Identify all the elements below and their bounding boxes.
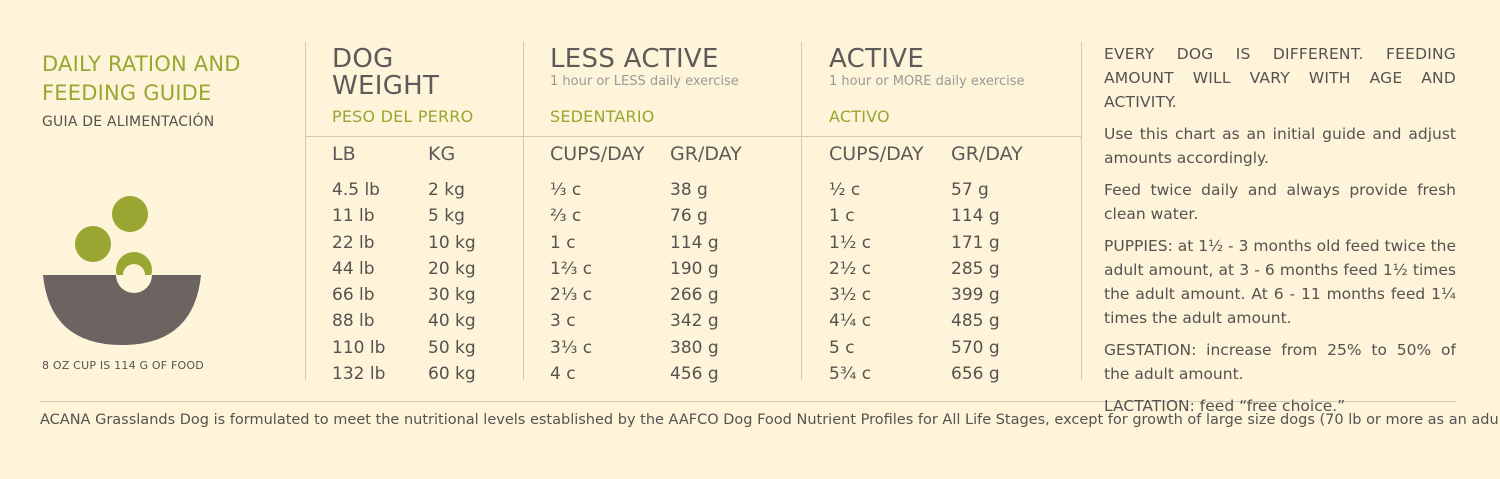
- lb-column: 4.5 lb 11 lb 22 lb 44 lb 66 lb 88 lb 110 lb 132…: [332, 177, 385, 387]
- kg-header: KG: [428, 143, 456, 165]
- divider-4: [1081, 42, 1082, 380]
- cell-less-cups-3: 1⅔ c: [550, 258, 593, 279]
- cell-active-cups-0: ½ c: [829, 180, 861, 200]
- cell-less-cups-7: 4 c: [550, 364, 576, 385]
- cell-lb-4: 66 lb: [332, 285, 375, 306]
- kg-column: 2 kg 5 kg 10 kg 20 kg 30 kg 40 kg 50 kg 60 kg: [428, 177, 476, 387]
- cell-less-gr-6: 380 g: [670, 337, 719, 358]
- cell-lb-5: 88 lb: [332, 311, 375, 332]
- note-lactation: LACTATION: feed “free choice.”: [1104, 397, 1346, 415]
- cell-active-cups-7: 5¾ c: [829, 364, 872, 385]
- weight-title-line1: DOG: [332, 44, 394, 74]
- cell-lb-1: 11 lb: [332, 206, 375, 227]
- cell-kg-1: 5 kg: [428, 206, 465, 227]
- active-cups-header: CUPS/DAY: [829, 143, 924, 165]
- note-every-dog: EVERY DOG IS DIFFERENT. FEEDING AMOUNT W…: [1104, 45, 1456, 111]
- cell-less-cups-4: 2⅓ c: [550, 285, 593, 306]
- cell-active-gr-0: 57 g: [951, 180, 989, 200]
- cell-less-gr-0: 38 g: [670, 180, 708, 200]
- less-cups-header: CUPS/DAY: [550, 143, 645, 165]
- note-initial-guide: Use this chart as an initial guide and a…: [1104, 125, 1456, 167]
- cell-kg-2: 10 kg: [428, 232, 476, 253]
- cell-kg-3: 20 kg: [428, 258, 476, 279]
- less-cups-column: ⅓ c ⅔ c 1 c 1⅔ c 2⅓ c 3 c 3⅓ c 4 c: [550, 177, 592, 387]
- guide-title-line2: FEEDING GUIDE: [42, 81, 212, 105]
- cell-less-cups-2: 1 c: [550, 232, 576, 253]
- cell-less-cups-6: 3⅓ c: [550, 337, 593, 358]
- header-rule: [305, 136, 1082, 137]
- guide-title-line1: DAILY RATION AND: [42, 52, 241, 76]
- note-gestation: GESTATION: increase from 25% to 50% of t…: [1104, 341, 1456, 383]
- cell-kg-0: 2 kg: [428, 180, 465, 200]
- less-active-spanish: SEDENTARIO: [550, 107, 655, 126]
- cell-active-gr-6: 570 g: [951, 337, 1000, 358]
- cup-note: 8 OZ CUP IS 114 G OF FOOD: [42, 359, 204, 372]
- cell-less-gr-5: 342 g: [670, 311, 719, 332]
- divider-3: [801, 42, 802, 380]
- cell-kg-5: 40 kg: [428, 311, 476, 332]
- cell-active-gr-3: 285 g: [951, 258, 1000, 279]
- active-subtitle: 1 hour or MORE daily exercise: [829, 74, 1025, 89]
- cell-lb-0: 4.5 lb: [332, 180, 380, 200]
- feeding-notes: EVERY DOG IS DIFFERENT. FEEDING AMOUNT W…: [1104, 42, 1456, 426]
- weight-spanish: PESO DEL PERRO: [332, 107, 474, 126]
- cell-active-cups-5: 4¼ c: [829, 311, 872, 332]
- cell-active-cups-3: 2½ c: [829, 258, 872, 279]
- cell-less-cups-5: 3 c: [550, 311, 576, 332]
- less-gr-column: 38 g 76 g 114 g 190 g 266 g 342 g 380 g 456 g: [670, 177, 719, 387]
- cell-lb-3: 44 lb: [332, 258, 375, 279]
- active-spanish: ACTIVO: [829, 107, 890, 126]
- less-gr-header: GR/DAY: [670, 143, 742, 165]
- cell-kg-4: 30 kg: [428, 285, 476, 306]
- cell-kg-6: 50 kg: [428, 337, 476, 358]
- divider-1: [305, 42, 306, 380]
- active-title: ACTIVE: [829, 44, 925, 74]
- guide-subtitle: GUIA DE ALIMENTACIÓN: [42, 114, 215, 130]
- cell-lb-6: 110 lb: [332, 337, 386, 358]
- guide-title: DAILY RATION AND FEEDING GUIDE: [42, 50, 282, 108]
- active-gr-header: GR/DAY: [951, 143, 1023, 165]
- note-puppies: PUPPIES: at 1½ - 3 months old feed twice…: [1104, 237, 1457, 327]
- active-cups-column: ½ c 1 c 1½ c 2½ c 3½ c 4¼ c 5 c 5¾ c: [829, 177, 871, 387]
- lb-header: LB: [332, 143, 356, 165]
- cell-less-gr-4: 266 g: [670, 285, 719, 306]
- cell-less-gr-3: 190 g: [670, 258, 719, 279]
- cell-active-cups-1: 1 c: [829, 206, 855, 227]
- weight-title: DOG WEIGHT: [332, 46, 439, 100]
- aafco-statement: ACANA Grasslands Dog is formulated to me…: [40, 412, 1500, 428]
- weight-title-line2: WEIGHT: [332, 71, 440, 101]
- note-feed-twice: Feed twice daily and always provide fres…: [1104, 181, 1456, 223]
- cell-active-cups-2: 1½ c: [829, 232, 872, 253]
- cell-active-gr-5: 485 g: [951, 311, 1000, 332]
- cell-less-gr-1: 76 g: [670, 206, 708, 227]
- cell-active-gr-7: 656 g: [951, 364, 1000, 385]
- divider-2: [523, 42, 524, 380]
- cell-less-cups-1: ⅔ c: [550, 206, 582, 227]
- active-gr-column: 57 g 114 g 171 g 285 g 399 g 485 g 570 g 656 g: [951, 177, 1000, 387]
- footer-rule: [40, 401, 1456, 402]
- cell-active-cups-6: 5 c: [829, 337, 855, 358]
- less-active-subtitle: 1 hour or LESS daily exercise: [550, 74, 739, 89]
- cell-less-cups-0: ⅓ c: [550, 180, 582, 200]
- cell-active-gr-2: 171 g: [951, 232, 1000, 253]
- cell-less-gr-2: 114 g: [670, 232, 719, 253]
- cell-lb-7: 132 lb: [332, 364, 386, 385]
- cell-active-cups-4: 3½ c: [829, 285, 872, 306]
- food-bowl-icon: [40, 190, 210, 350]
- less-active-title: LESS ACTIVE: [550, 44, 719, 74]
- cell-less-gr-7: 456 g: [670, 364, 719, 385]
- cell-lb-2: 22 lb: [332, 232, 375, 253]
- cell-active-gr-1: 114 g: [951, 206, 1000, 227]
- cell-active-gr-4: 399 g: [951, 285, 1000, 306]
- cell-kg-7: 60 kg: [428, 364, 476, 385]
